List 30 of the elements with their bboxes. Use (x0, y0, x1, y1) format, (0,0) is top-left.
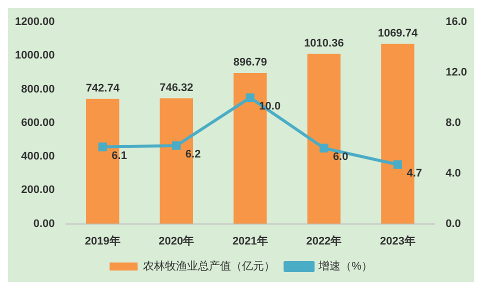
data-label: 746.32 (160, 82, 194, 94)
y2-tick-label: 0.0 (446, 218, 461, 230)
data-label: 896.79 (233, 56, 268, 69)
data-label: 6.2 (185, 148, 201, 161)
y-tick-label: 600.00 (21, 116, 55, 129)
y-tick-label: 800.00 (21, 83, 55, 96)
legend-label: 增速（%） (318, 260, 372, 273)
y-tick-label: 0.00 (33, 218, 55, 230)
y-tick-label: 400.00 (21, 150, 55, 163)
data-label: 1010.36 (304, 37, 344, 50)
point (393, 160, 402, 169)
y2-tick-label: 16.0 (446, 16, 468, 28)
x-tick-label: 2022年 (306, 234, 342, 248)
data-label: 742.74 (86, 82, 120, 94)
x-tick-label: 2023年 (380, 234, 416, 248)
y-tick-label: 1000.00 (14, 50, 55, 62)
x-tick-label: 2019年 (84, 234, 120, 248)
legend-label: 农林牧渔业总产值（亿元） (143, 260, 276, 273)
point (246, 93, 255, 102)
y-tick-label: 1200.00 (14, 16, 55, 28)
point (320, 144, 328, 152)
y2-tick-label: 8.0 (446, 116, 461, 129)
y2-tick-label: 12.0 (446, 66, 468, 78)
y-tick-label: 200.00 (21, 184, 55, 196)
point (172, 141, 181, 150)
data-label: 1069.74 (378, 27, 418, 40)
y2-tick-label: 4.0 (446, 167, 461, 180)
point (98, 142, 107, 152)
x-tick-label: 2021年 (232, 234, 268, 248)
x-tick-label: 2020年 (158, 234, 194, 248)
